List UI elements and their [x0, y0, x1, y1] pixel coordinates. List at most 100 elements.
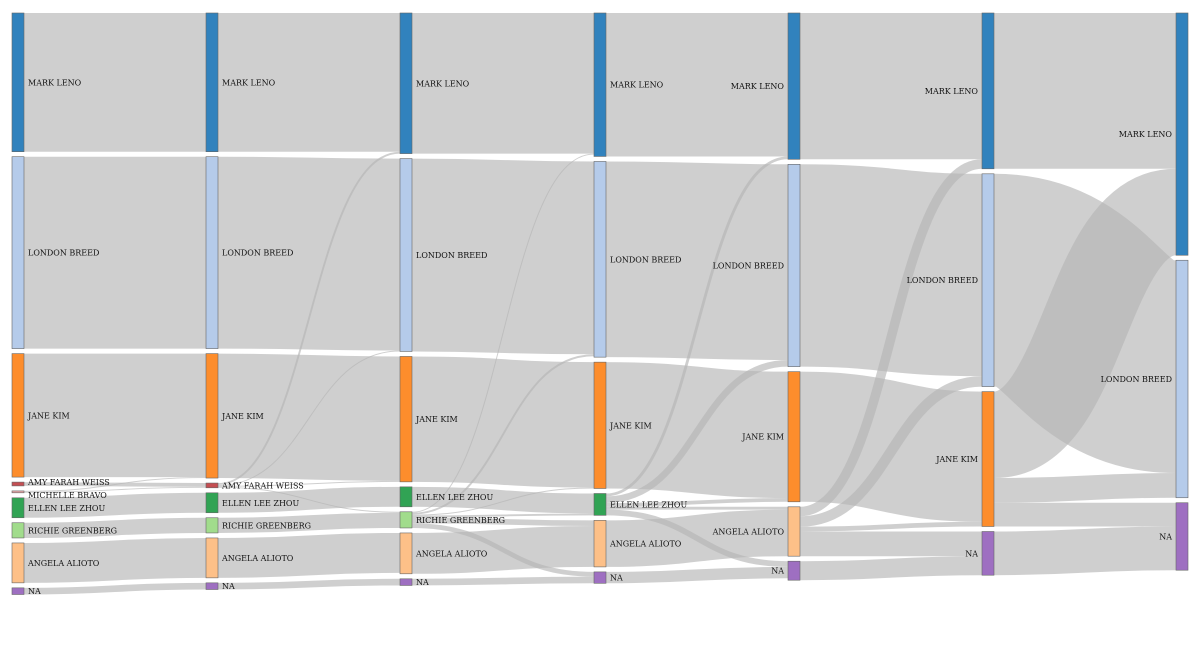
- node-r3-jane-kim[interactable]: [399, 356, 413, 483]
- node-label-r1-michelle-bravo: MICHELLE BRAVO: [28, 491, 107, 500]
- node-label-r6-mark-leno: MARK LENO: [925, 87, 979, 96]
- node-r1-amy-farah-weiss[interactable]: [11, 481, 25, 487]
- node-r4-ellen-lee-zhou[interactable]: [593, 493, 607, 516]
- node-label-r2-richie-greenberg: RICHIE GREENBERG: [222, 521, 311, 530]
- node-label-r4-ellen-lee-zhou: ELLEN LEE ZHOU: [610, 500, 687, 509]
- link-r2-angela-alioto-to-angela-alioto: [217, 532, 401, 578]
- node-r4-mark-leno[interactable]: [593, 12, 607, 157]
- node-r4-jane-kim[interactable]: [593, 361, 607, 489]
- node-r5-london-breed[interactable]: [787, 164, 801, 367]
- node-label-r4-london-breed: LONDON BREED: [610, 255, 681, 264]
- node-r7-na[interactable]: [1175, 502, 1189, 571]
- node-r4-na[interactable]: [593, 571, 607, 584]
- node-r1-jane-kim[interactable]: [11, 353, 25, 478]
- node-label-r6-jane-kim: JANE KIM: [935, 455, 978, 464]
- node-r6-mark-leno[interactable]: [981, 12, 995, 170]
- link-r5-angela-alioto-to-london-breed: [799, 376, 983, 527]
- node-r2-jane-kim[interactable]: [205, 353, 219, 479]
- link-r4-ellen-lee-zhou-to-london-breed: [605, 360, 789, 503]
- link-r4-ellen-lee-zhou-to-jane-kim: [605, 498, 789, 507]
- node-r2-amy-farah-weiss[interactable]: [205, 482, 219, 489]
- link-r6-jane-kim-to-mark-leno: [989, 168, 1181, 479]
- node-r7-mark-leno[interactable]: [1175, 12, 1189, 256]
- node-label-r7-mark-leno: MARK LENO: [1119, 130, 1173, 139]
- node-r2-mark-leno[interactable]: [205, 12, 219, 152]
- node-r1-london-breed[interactable]: [11, 156, 25, 349]
- link-r3-ellen-lee-zhou-to-ellen-lee-zhou: [411, 486, 595, 514]
- node-label-r2-amy-farah-weiss: AMY FARAH WEISS: [221, 481, 304, 490]
- node-r6-jane-kim[interactable]: [981, 391, 995, 527]
- node-label-r6-na: NA: [965, 549, 978, 558]
- node-label-r1-jane-kim: JANE KIM: [27, 411, 70, 420]
- node-r7-london-breed[interactable]: [1175, 259, 1189, 499]
- node-label-r4-na: NA: [610, 574, 623, 583]
- link-r2-na-to-na: [217, 578, 401, 590]
- link-r3-london-breed-to-london-breed: [411, 158, 595, 355]
- link-r4-na-to-na: [605, 566, 789, 584]
- node-r3-richie-greenberg[interactable]: [399, 511, 413, 529]
- node-r3-angela-alioto[interactable]: [399, 532, 413, 575]
- node-label-r1-na: NA: [28, 587, 41, 596]
- node-r2-ellen-lee-zhou[interactable]: [205, 492, 219, 514]
- node-r1-michelle-bravo[interactable]: [11, 490, 25, 494]
- node-label-r3-richie-greenberg: RICHIE GREENBERG: [416, 516, 505, 525]
- node-label-r2-jane-kim: JANE KIM: [221, 412, 264, 421]
- link-r5-angela-alioto-to-mark-leno: [799, 159, 983, 517]
- link-r2-ellen-lee-zhou-to-ellen-lee-zhou: [217, 486, 401, 513]
- node-label-r2-ellen-lee-zhou: ELLEN LEE ZHOU: [222, 499, 299, 508]
- node-r5-na[interactable]: [787, 560, 801, 581]
- node-r2-richie-greenberg[interactable]: [205, 517, 219, 534]
- link-r6-jane-kim-to-london-breed: [993, 473, 1177, 503]
- link-r4-ellen-lee-zhou-to-mark-leno: [605, 156, 789, 497]
- links-layer: [23, 12, 1182, 595]
- link-r5-na-to-na: [799, 556, 983, 581]
- link-r4-london-breed-to-london-breed: [605, 161, 789, 360]
- link-r3-richie-greenberg-to-mark-leno: [411, 153, 595, 513]
- node-r2-london-breed[interactable]: [205, 156, 219, 349]
- node-r5-mark-leno[interactable]: [787, 12, 801, 160]
- link-r2-jane-kim-to-jane-kim: [217, 353, 401, 481]
- link-r1-angela-alioto-to-angela-alioto: [23, 537, 207, 583]
- link-r4-angela-alioto-to-angela-alioto: [605, 509, 789, 567]
- link-r3-richie-greenberg-to-london-breed: [411, 354, 595, 515]
- link-r1-ellen-lee-zhou-to-ellen-lee-zhou: [23, 492, 207, 518]
- node-r6-na[interactable]: [981, 531, 995, 576]
- node-r2-na[interactable]: [205, 582, 219, 590]
- link-r3-na-to-na: [411, 576, 595, 586]
- node-r1-ellen-lee-zhou[interactable]: [11, 497, 25, 519]
- node-label-r2-mark-leno: MARK LENO: [222, 78, 276, 87]
- link-r3-richie-greenberg-to-ellen-lee-zhou: [411, 513, 595, 518]
- node-label-r4-mark-leno: MARK LENO: [610, 81, 664, 90]
- node-r1-angela-alioto[interactable]: [11, 542, 25, 584]
- link-r2-amy-farah-weiss-to-jane-kim: [217, 480, 401, 487]
- node-r1-mark-leno[interactable]: [11, 12, 25, 152]
- link-r5-london-breed-to-london-breed: [799, 164, 983, 377]
- node-r4-angela-alioto[interactable]: [593, 520, 607, 568]
- link-r2-richie-greenberg-to-richie-greenberg: [217, 512, 401, 533]
- node-r2-angela-alioto[interactable]: [205, 537, 219, 579]
- link-r1-richie-greenberg-to-richie-greenberg: [23, 517, 207, 538]
- node-r5-jane-kim[interactable]: [787, 371, 801, 503]
- node-label-r1-london-breed: LONDON BREED: [28, 249, 99, 258]
- link-r3-angela-alioto-to-angela-alioto: [411, 526, 595, 574]
- link-r1-na-to-na: [23, 582, 207, 595]
- node-label-r5-london-breed: LONDON BREED: [713, 261, 784, 270]
- node-label-r6-london-breed: LONDON BREED: [907, 276, 978, 285]
- node-label-r3-jane-kim: JANE KIM: [415, 415, 458, 424]
- node-r3-ellen-lee-zhou[interactable]: [399, 486, 413, 508]
- node-r6-london-breed[interactable]: [981, 173, 995, 387]
- node-label-r2-angela-alioto: ANGELA ALIOTO: [221, 554, 294, 563]
- node-r3-london-breed[interactable]: [399, 158, 413, 352]
- node-label-r7-london-breed: LONDON BREED: [1101, 375, 1172, 384]
- link-r2-london-breed-to-london-breed: [217, 156, 401, 351]
- node-r1-na[interactable]: [11, 587, 25, 595]
- node-r1-richie-greenberg[interactable]: [11, 522, 25, 539]
- link-r6-na-to-na: [993, 526, 1177, 576]
- link-r1-michelle-bravo-to-amy-farah-weiss: [23, 486, 207, 493]
- node-r5-angela-alioto[interactable]: [787, 506, 801, 557]
- node-r3-mark-leno[interactable]: [399, 12, 413, 154]
- node-r4-london-breed[interactable]: [593, 161, 607, 358]
- node-label-r4-jane-kim: JANE KIM: [609, 421, 652, 430]
- node-r3-na[interactable]: [399, 578, 413, 586]
- node-label-r5-jane-kim: JANE KIM: [741, 433, 784, 442]
